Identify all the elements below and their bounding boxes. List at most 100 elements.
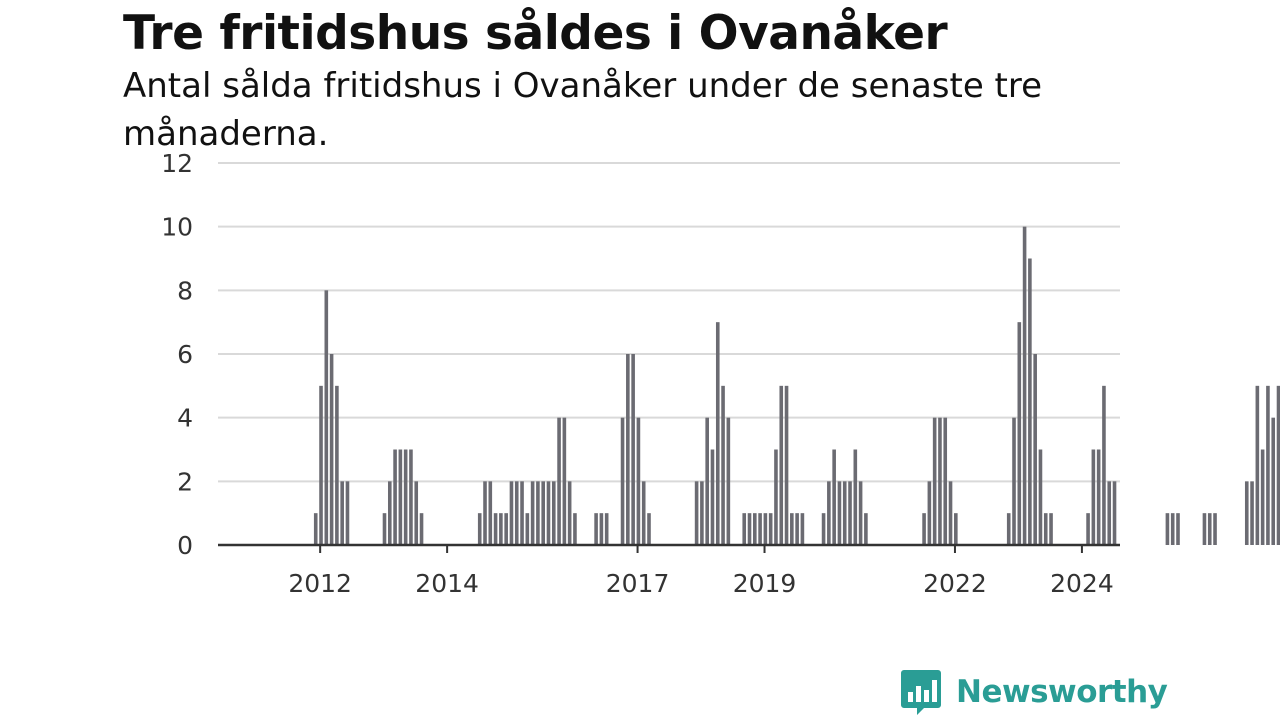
bar bbox=[541, 481, 545, 545]
y-tick-label: 2 bbox=[177, 467, 193, 496]
bar bbox=[753, 513, 757, 545]
bar bbox=[784, 385, 789, 545]
bar bbox=[1017, 322, 1022, 545]
x-tick-label: 2019 bbox=[733, 569, 797, 598]
bar bbox=[726, 417, 731, 545]
bar bbox=[774, 449, 778, 545]
bar bbox=[641, 481, 646, 545]
bar bbox=[393, 449, 397, 545]
bar bbox=[382, 513, 387, 545]
bar bbox=[647, 513, 651, 545]
bar bbox=[938, 417, 942, 545]
bar bbox=[1213, 513, 1217, 545]
bar bbox=[1086, 513, 1090, 545]
bar bbox=[1033, 354, 1037, 545]
bar bbox=[1244, 481, 1249, 545]
bar bbox=[525, 513, 530, 545]
bar bbox=[631, 354, 635, 545]
bar bbox=[1165, 513, 1170, 545]
bar bbox=[694, 481, 699, 545]
bar bbox=[530, 481, 535, 545]
bar bbox=[387, 481, 392, 545]
bar bbox=[488, 481, 493, 545]
bar bbox=[414, 481, 419, 545]
bar bbox=[626, 354, 630, 545]
bar bbox=[853, 449, 858, 545]
bar bbox=[795, 513, 799, 545]
bar bbox=[832, 449, 836, 545]
bar bbox=[1255, 385, 1260, 545]
bar bbox=[557, 417, 561, 545]
bar bbox=[620, 417, 625, 545]
chart-subtitle: Antal sålda fritidshus i Ovanåker under … bbox=[123, 66, 1043, 154]
bar bbox=[1260, 449, 1265, 545]
y-tick-label: 4 bbox=[177, 404, 193, 433]
bar bbox=[1276, 385, 1280, 545]
bar bbox=[594, 513, 598, 545]
bar bbox=[329, 354, 334, 545]
bar bbox=[599, 513, 604, 545]
bar bbox=[1096, 449, 1101, 545]
bar bbox=[932, 417, 937, 545]
y-tick-label: 12 bbox=[161, 149, 193, 178]
y-tick-label: 0 bbox=[177, 531, 193, 560]
bar bbox=[409, 449, 413, 545]
bar bbox=[509, 481, 514, 545]
bar bbox=[551, 481, 556, 545]
logo-text: Newsworthy bbox=[956, 674, 1168, 710]
bar bbox=[1271, 417, 1276, 545]
x-axis: 2012 2014 2017 2019 2022 2024 bbox=[218, 543, 1120, 598]
bar bbox=[313, 513, 318, 545]
gridlines bbox=[218, 162, 1120, 483]
bar bbox=[943, 417, 948, 545]
bar bbox=[821, 513, 826, 545]
bar bbox=[927, 481, 932, 545]
bar bbox=[790, 513, 794, 545]
bar bbox=[536, 481, 540, 545]
bar bbox=[1022, 226, 1027, 545]
bar bbox=[1266, 385, 1270, 545]
bar bbox=[1038, 449, 1043, 545]
x-tick-label: 2014 bbox=[415, 569, 479, 598]
bar bbox=[324, 290, 329, 545]
bar bbox=[1250, 481, 1254, 545]
bar bbox=[837, 481, 842, 545]
newsworthy-logo: Newsworthy bbox=[900, 668, 1168, 716]
bar bbox=[848, 481, 852, 545]
bar bbox=[721, 385, 725, 545]
bar bbox=[1176, 513, 1180, 545]
chart-title: Tre fritidshus såldes i Ovanåker bbox=[123, 6, 948, 61]
bar bbox=[604, 513, 609, 545]
bar bbox=[948, 481, 953, 545]
x-tick-label: 2012 bbox=[288, 569, 352, 598]
bar bbox=[768, 513, 773, 545]
bar bbox=[1112, 481, 1117, 545]
bar bbox=[319, 385, 323, 545]
y-tick-label: 10 bbox=[161, 213, 193, 242]
bar bbox=[499, 513, 503, 545]
bar bbox=[954, 513, 958, 545]
bar bbox=[758, 513, 762, 545]
bar bbox=[1012, 417, 1016, 545]
bar bbox=[1170, 513, 1175, 545]
bar bbox=[1207, 513, 1212, 545]
y-axis: 0 2 4 6 8 10 12 bbox=[161, 149, 193, 560]
bar bbox=[573, 513, 577, 545]
bar bbox=[567, 481, 572, 545]
bar bbox=[340, 481, 344, 545]
bar bbox=[477, 513, 482, 545]
bar bbox=[1028, 258, 1032, 545]
bar bbox=[546, 481, 551, 545]
bar bbox=[520, 481, 524, 545]
x-tick-label: 2017 bbox=[606, 569, 670, 598]
bar bbox=[1043, 513, 1048, 545]
bar bbox=[419, 513, 424, 545]
bar bbox=[763, 513, 768, 545]
y-tick-label: 6 bbox=[177, 340, 193, 369]
bar bbox=[742, 513, 747, 545]
bar bbox=[493, 513, 498, 545]
bar bbox=[562, 417, 567, 545]
bar bbox=[700, 481, 704, 545]
bar bbox=[747, 513, 752, 545]
